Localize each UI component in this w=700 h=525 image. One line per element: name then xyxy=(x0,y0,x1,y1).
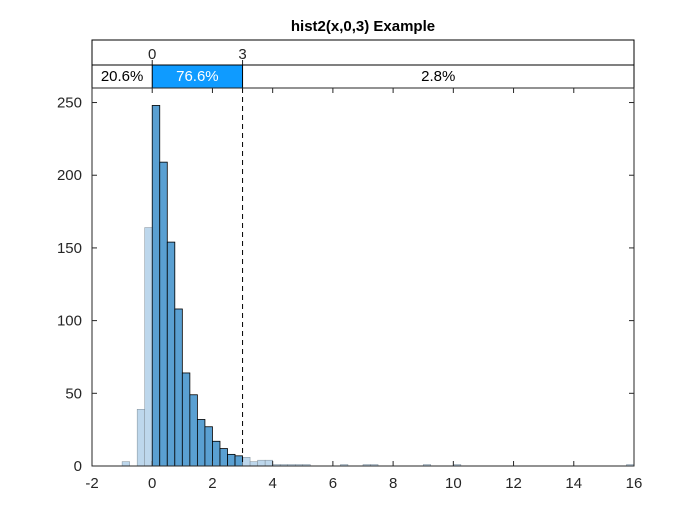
x-tick-label: 14 xyxy=(565,475,582,492)
x-tick-label: 16 xyxy=(626,475,643,492)
x-tick-label: 4 xyxy=(268,475,276,492)
histogram-bar xyxy=(242,457,251,467)
y-tick-label: 100 xyxy=(57,313,82,330)
histogram-bar xyxy=(144,227,153,467)
x-tick-label: 6 xyxy=(329,475,337,492)
band-label-above: 2.8% xyxy=(421,68,455,85)
histogram-bar xyxy=(189,394,198,467)
histogram-bar xyxy=(159,161,168,467)
plot-frame xyxy=(91,87,635,467)
histogram-bar xyxy=(204,426,213,467)
histogram-bar xyxy=(121,461,130,467)
x-tick-label: 0 xyxy=(148,475,156,492)
range-tick-label: 0 xyxy=(148,46,156,63)
histogram-bar xyxy=(151,105,161,467)
histogram-bar xyxy=(174,308,183,467)
histogram-bar xyxy=(249,461,258,467)
x-tick-label: -2 xyxy=(85,475,98,492)
x-tick-label: 10 xyxy=(445,475,462,492)
histogram-bar xyxy=(181,372,191,467)
histogram-bar xyxy=(257,459,266,467)
histogram-bar xyxy=(264,459,273,467)
histogram-bar xyxy=(212,440,221,467)
histogram-bar xyxy=(166,241,176,467)
histogram-bar xyxy=(219,448,228,467)
histogram-bar xyxy=(136,409,145,467)
band-label-below: 20.6% xyxy=(101,68,144,85)
x-tick-label: 12 xyxy=(505,475,522,492)
histogram-bar xyxy=(227,453,236,467)
histogram-bar xyxy=(234,455,243,467)
y-tick-label: 0 xyxy=(74,458,82,475)
x-tick-label: 2 xyxy=(208,475,216,492)
range-tick-label: 3 xyxy=(238,46,246,63)
histogram-bar xyxy=(196,419,206,467)
y-tick-label: 200 xyxy=(57,167,82,184)
range-axis-box xyxy=(91,39,635,66)
y-tick-label: 150 xyxy=(57,240,82,257)
band-label-inside: 76.6% xyxy=(176,68,219,85)
y-tick-label: 50 xyxy=(65,385,82,402)
chart-title: hist2(x,0,3) Example xyxy=(291,18,435,35)
x-tick-label: 8 xyxy=(389,475,397,492)
y-tick-label: 250 xyxy=(57,95,82,112)
band-highlight xyxy=(152,65,243,88)
